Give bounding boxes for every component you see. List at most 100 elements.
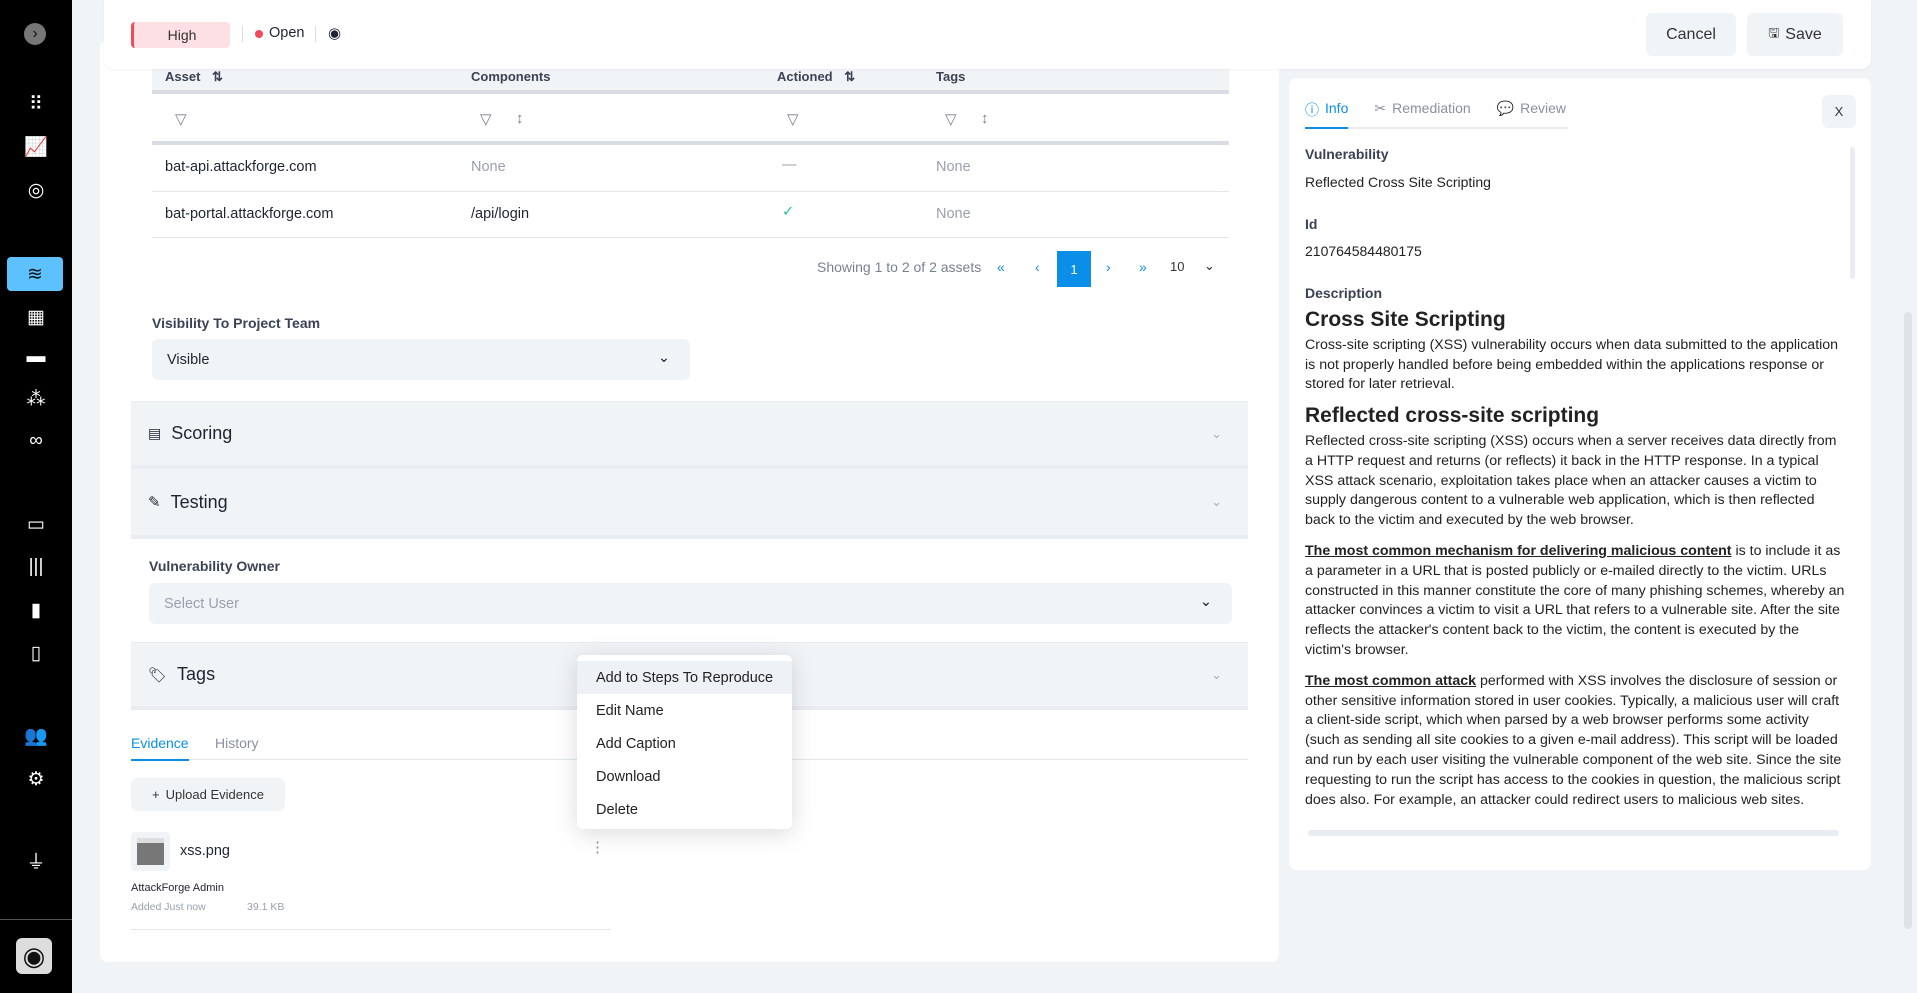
floppy-disk-icon: 🖫 <box>1768 24 1780 40</box>
filter-icon[interactable]: ▽ <box>945 111 957 128</box>
vertical-scrollbar[interactable] <box>1850 147 1855 279</box>
chevron-down-icon[interactable]: ⌄ <box>1204 258 1215 273</box>
emphasis: The most common attack <box>1305 672 1477 689</box>
description-paragraph: Cross-site scripting (XSS) vulnerability… <box>1305 336 1839 393</box>
field-label: Description <box>1305 285 1383 302</box>
filter-icon[interactable]: ▽ <box>787 111 799 128</box>
save-button[interactable]: 🖫 Save <box>1747 13 1843 56</box>
close-panel-button[interactable]: X <box>1822 95 1856 128</box>
filter-icon[interactable]: ▽ <box>175 111 187 128</box>
monitor-icon[interactable]: ▭ <box>27 513 45 535</box>
folder-icon[interactable]: ▬ <box>26 346 46 367</box>
file-thumbnail[interactable] <box>131 832 170 871</box>
tab-history[interactable]: History <box>215 735 259 751</box>
tab-label: Info <box>1325 100 1349 116</box>
cancel-button[interactable]: Cancel <box>1646 13 1736 56</box>
tab-info[interactable]: ⓘ Info <box>1305 100 1349 129</box>
comment-icon: 💬 <box>1496 100 1515 116</box>
file-size: 39.1 KB <box>247 901 285 913</box>
layers-icon[interactable]: ≋ <box>7 257 63 291</box>
visibility-select[interactable]: Visible ⌄ <box>152 339 690 380</box>
last-page-icon[interactable]: » <box>1139 259 1147 275</box>
eye-icon[interactable]: ◉ <box>328 25 342 42</box>
cubes-icon[interactable]: ⁂ <box>26 388 46 410</box>
description-paragraph: Reflected cross-site scripting (XSS) occ… <box>1305 432 1837 529</box>
tab-evidence[interactable]: Evidence <box>131 735 189 761</box>
column-actioned[interactable]: Actioned ⇅ <box>777 69 855 85</box>
sort-vertical-icon[interactable]: ↕ <box>981 110 989 127</box>
divider <box>152 141 1229 145</box>
status-dot-icon <box>255 30 263 38</box>
horizontal-scrollbar[interactable] <box>1308 830 1839 836</box>
asset-cell: bat-portal.attackforge.com <box>165 206 334 222</box>
testing-section[interactable]: ✎ Testing ⌄ <box>131 469 1248 539</box>
button-label: Upload Evidence <box>165 787 264 802</box>
chevron-down-icon: ⌄ <box>657 350 670 366</box>
sort-icon[interactable]: ⇅ <box>212 69 223 84</box>
target-icon[interactable]: ◎ <box>27 179 45 201</box>
owner-select[interactable]: Select User ⌄ <box>149 583 1232 624</box>
menu-item-add-to-steps[interactable]: Add to Steps To Reproduce <box>577 661 792 694</box>
page-button-current[interactable]: 1 <box>1057 251 1091 287</box>
previous-page-icon[interactable]: ‹ <box>1035 259 1040 275</box>
users-icon[interactable]: 👥 <box>24 726 48 747</box>
description-paragraph: The most common mechanism for delivering… <box>1305 542 1845 661</box>
calendar-icon[interactable]: ▦ <box>27 306 45 328</box>
menu-item-add-caption[interactable]: Add Caption <box>596 735 676 752</box>
plug-icon[interactable]: ⏚ <box>26 851 46 873</box>
filter-icon[interactable]: ▽ <box>480 111 492 128</box>
table-row[interactable]: bat-portal.attackforge.com /api/login ✓ … <box>152 192 1229 238</box>
status-label[interactable]: Open <box>269 25 305 41</box>
file-icon[interactable]: ▯ <box>30 642 42 664</box>
sort-vertical-icon[interactable]: ↕ <box>516 110 524 127</box>
divider <box>0 919 72 920</box>
file-name[interactable]: xss.png <box>180 843 230 859</box>
table-row[interactable]: bat-api.attackforge.com None — None <box>152 145 1229 192</box>
owner-placeholder: Select User <box>164 595 239 612</box>
info-icon: ⓘ <box>1305 102 1319 118</box>
paragraph-text: is to include it as a parameter in a URL… <box>1305 542 1845 658</box>
testing-icon: ✎ <box>148 494 161 511</box>
sort-icon[interactable]: ⇅ <box>844 69 856 84</box>
description-heading: Reflected cross-site scripting <box>1305 404 1600 428</box>
tab-review[interactable]: 💬 Review <box>1497 100 1566 127</box>
column-tags: Tags <box>936 69 966 84</box>
next-page-icon[interactable]: › <box>1106 259 1111 275</box>
tab-remediation[interactable]: ✂ Remediation <box>1374 100 1470 127</box>
tags-cell: None <box>936 206 971 222</box>
library-icon[interactable]: ||| <box>28 556 44 577</box>
emphasis: The most common mechanism for delivering… <box>1305 542 1732 559</box>
upload-evidence-button[interactable]: + Upload Evidence <box>131 778 285 811</box>
chevron-right-circle-icon[interactable]: › <box>24 23 46 45</box>
user-avatar-icon[interactable]: ◉ <box>16 938 52 974</box>
chevron-down-icon: ⌄ <box>1199 594 1212 610</box>
severity-badge[interactable]: High <box>131 22 230 48</box>
section-title: Tags <box>177 664 216 684</box>
apps-grid-icon[interactable]: ⠿ <box>29 93 43 115</box>
page-scrollbar[interactable] <box>1904 312 1912 929</box>
menu-item-download[interactable]: Download <box>596 768 661 785</box>
components-cell: /api/login <box>471 206 530 222</box>
asset-cell: bat-api.attackforge.com <box>165 159 317 175</box>
plus-icon: + <box>152 787 160 802</box>
tab-label: Review <box>1520 100 1567 116</box>
image-thumbnail-icon <box>137 838 164 865</box>
scoring-section[interactable]: ▤ Scoring ⌄ <box>131 401 1248 469</box>
panel-tabs: ⓘ Info ✂ Remediation 💬 Review <box>1305 100 1568 129</box>
context-menu: Add to Steps To Reproduce Edit Name Add … <box>577 655 792 829</box>
tab-label: Remediation <box>1392 100 1471 116</box>
page-size-select[interactable]: 10 <box>1170 259 1185 274</box>
column-asset[interactable]: Asset ⇅ <box>165 69 223 85</box>
kebab-menu-icon[interactable]: ⋮ <box>590 839 605 856</box>
button-label: Save <box>1785 25 1822 43</box>
analytics-icon[interactable]: 📈 <box>24 137 48 158</box>
chevron-down-icon: ⌄ <box>1211 666 1222 682</box>
link-icon[interactable]: ∞ <box>29 430 43 451</box>
gear-icon[interactable]: ⚙ <box>27 768 45 790</box>
first-page-icon[interactable]: « <box>997 259 1005 275</box>
section-title: Testing <box>170 491 228 512</box>
menu-item-edit-name[interactable]: Edit Name <box>596 702 664 719</box>
book-icon[interactable]: ▮ <box>30 599 42 621</box>
id-value: 210764584480175 <box>1305 243 1422 260</box>
menu-item-delete[interactable]: Delete <box>596 801 638 818</box>
